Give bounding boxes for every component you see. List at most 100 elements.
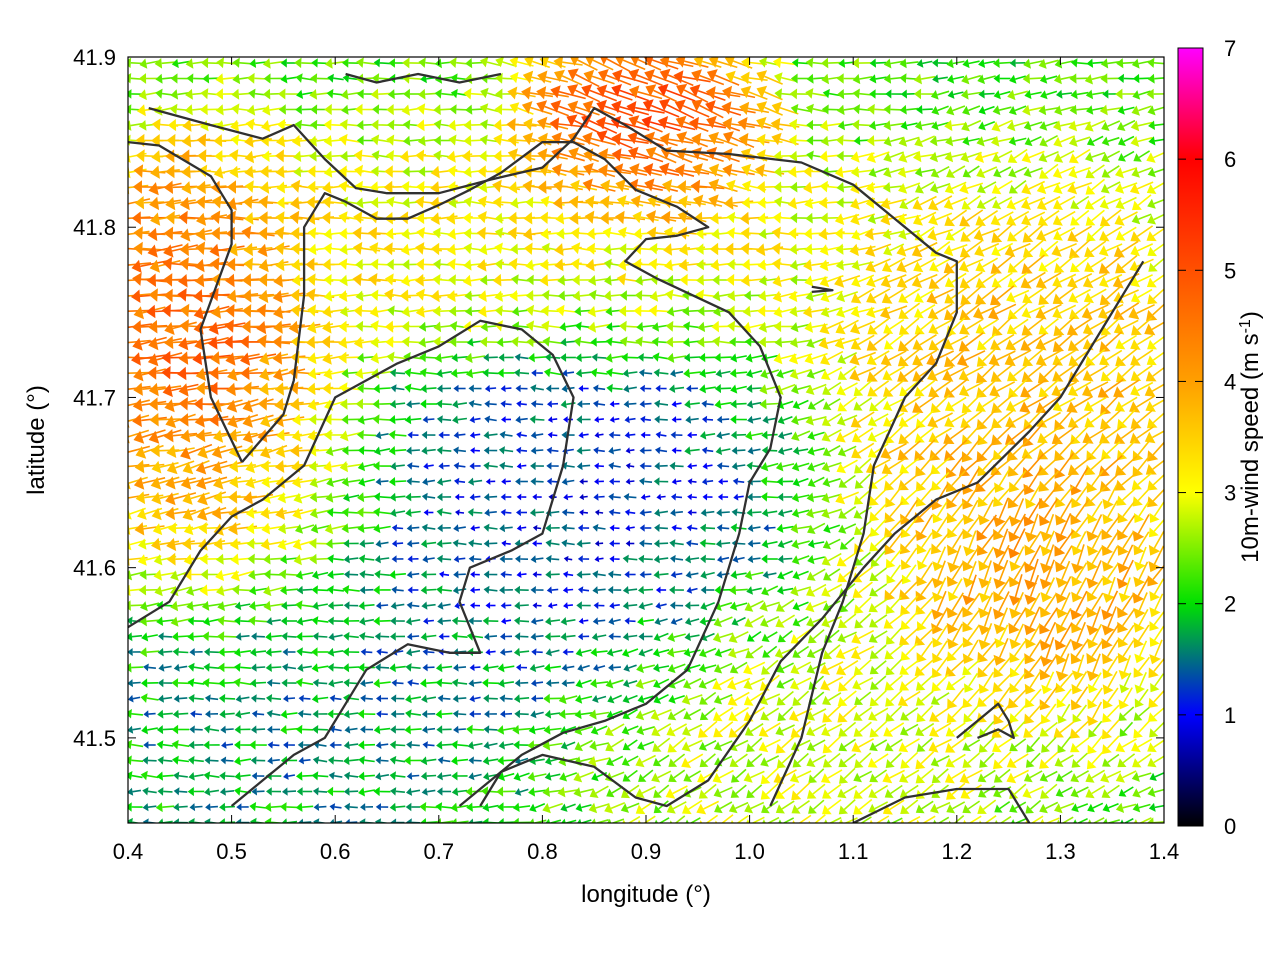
wind-arrow-head xyxy=(485,602,491,609)
wind-arrow-head xyxy=(478,305,487,318)
wind-arrow-head xyxy=(275,258,285,272)
wind-arrow-head xyxy=(568,195,579,209)
wind-arrow-shaft xyxy=(488,372,499,375)
wind-arrow-head xyxy=(117,259,127,273)
wind-arrow-head xyxy=(463,320,471,333)
wind-arrow-head xyxy=(928,199,939,211)
wind-arrow-head xyxy=(507,133,517,147)
wind-arrow-shaft xyxy=(161,61,176,65)
wind-arrow-shaft xyxy=(705,571,715,576)
wind-arrow-head xyxy=(775,618,785,628)
wind-arrow-head xyxy=(592,523,599,532)
wind-arrow-head xyxy=(216,585,225,597)
wind-arrow-head xyxy=(854,526,864,535)
wind-arrow-shaft xyxy=(1090,396,1107,407)
wind-arrow-head xyxy=(868,120,877,131)
wind-arrow-head xyxy=(1113,386,1125,398)
wind-arrow-shaft xyxy=(1120,425,1139,440)
wind-arrow-head xyxy=(615,57,625,67)
wind-arrow-shaft xyxy=(144,494,164,499)
wind-arrow-shaft xyxy=(874,473,889,485)
wind-arrow-head xyxy=(599,211,609,225)
wind-arrow-head xyxy=(400,150,409,163)
wind-arrow-head xyxy=(611,100,622,114)
wind-arrow-head xyxy=(616,273,626,286)
wind-arrow-head xyxy=(179,413,189,427)
wind-arrow-head xyxy=(654,399,661,408)
wind-arrow-head xyxy=(277,118,286,131)
wind-arrow-head xyxy=(702,493,708,501)
wind-arrow-shaft xyxy=(995,303,1017,315)
wind-arrow-head xyxy=(598,148,609,162)
wind-arrow-shaft xyxy=(1091,195,1106,206)
wind-arrow-head xyxy=(327,585,334,595)
wind-arrow-head xyxy=(821,104,829,115)
wind-arrow-head xyxy=(993,578,1006,589)
wind-arrow-head xyxy=(251,632,257,641)
wind-arrow-head xyxy=(138,73,147,84)
wind-arrow-head xyxy=(687,493,692,501)
wind-arrow-shaft xyxy=(1014,166,1028,174)
wind-arrow-head xyxy=(556,304,565,317)
wind-arrow-head xyxy=(567,100,579,114)
wind-arrow-shaft xyxy=(967,574,977,598)
wind-arrow-shaft xyxy=(606,58,631,73)
wind-arrow-head xyxy=(567,84,579,97)
wind-arrow-head xyxy=(1084,464,1096,476)
wind-arrow-shaft xyxy=(1044,182,1061,190)
wind-arrow-shaft xyxy=(737,542,746,545)
wind-arrow-head xyxy=(932,58,939,68)
wind-arrow-head xyxy=(1102,498,1114,510)
wind-arrow-shaft xyxy=(781,599,795,609)
wind-arrow-head xyxy=(1023,121,1032,131)
wind-arrow-head xyxy=(561,384,568,393)
wind-arrow-head xyxy=(835,323,846,335)
wind-arrow-head xyxy=(740,227,750,240)
wind-arrow-shaft xyxy=(905,380,920,392)
wind-arrow-shaft xyxy=(474,526,480,529)
wind-arrow-head xyxy=(416,103,426,115)
wind-arrow-head xyxy=(1038,58,1047,69)
wind-arrow-head xyxy=(761,446,768,455)
wind-arrow-head xyxy=(636,321,644,332)
wind-arrow-shaft xyxy=(552,603,558,607)
wind-arrow-head xyxy=(384,165,393,178)
wind-arrow-head xyxy=(869,89,876,99)
wind-arrow-head xyxy=(655,446,661,455)
wind-arrow-shaft xyxy=(1013,289,1030,299)
wind-arrow-shaft xyxy=(1060,512,1072,535)
wind-arrow-head xyxy=(654,508,661,517)
wind-arrow-shaft xyxy=(562,61,583,66)
wind-arrow-head xyxy=(1147,214,1157,225)
wind-arrow-shaft xyxy=(1105,273,1123,283)
wind-arrow-shaft xyxy=(504,465,514,468)
wind-arrow-shaft xyxy=(782,570,794,577)
wind-arrow-head xyxy=(370,320,379,332)
wind-arrow-head xyxy=(699,538,706,548)
wind-arrow-head xyxy=(245,507,255,519)
wind-arrow-head xyxy=(1101,609,1114,621)
wind-arrow-shaft xyxy=(1013,255,1028,269)
wind-arrow-head xyxy=(671,447,677,454)
wind-arrow-head xyxy=(1098,262,1111,274)
wind-arrow-shaft xyxy=(146,619,160,623)
wind-arrow-shaft xyxy=(1044,210,1060,222)
wind-arrow-head xyxy=(790,384,799,395)
wind-arrow-head xyxy=(914,73,922,85)
wind-arrow-head xyxy=(242,399,254,413)
wind-arrow-head xyxy=(419,352,427,363)
wind-arrow-shaft xyxy=(629,433,636,436)
wind-arrow-head xyxy=(244,150,255,164)
wind-arrow-shaft xyxy=(766,480,779,483)
wind-arrow-shaft xyxy=(689,356,701,359)
wind-arrow-head xyxy=(687,478,693,485)
wind-arrow-head xyxy=(818,196,828,209)
wind-arrow-shaft xyxy=(1045,134,1058,143)
wind-arrow-head xyxy=(462,274,472,287)
wind-arrow-shaft xyxy=(1014,546,1025,565)
wind-arrow-shaft xyxy=(764,122,784,131)
wind-arrow-head xyxy=(932,74,939,84)
wind-arrow-shaft xyxy=(1091,225,1105,237)
wind-arrow-head xyxy=(323,429,332,441)
wind-arrow-head xyxy=(357,461,366,472)
